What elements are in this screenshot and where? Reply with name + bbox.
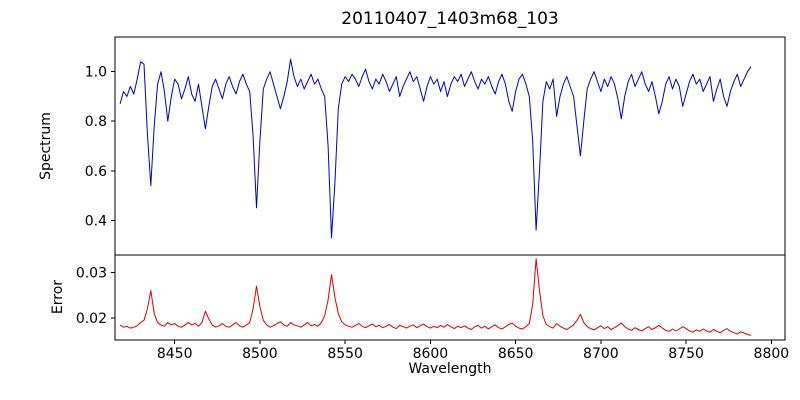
x-tick-label: 8750 (668, 346, 704, 362)
x-tick-label: 8550 (327, 346, 363, 362)
error-axes-frame (114, 254, 786, 341)
spectrum-y-tick-label: 0.4 (85, 213, 107, 229)
x-tick-label: 8700 (583, 346, 619, 362)
x-tick-label: 8600 (413, 346, 449, 362)
x-tick-label: 8650 (498, 346, 534, 362)
x-tick-label: 8800 (754, 346, 790, 362)
chart-title: 20110407_1403m68_103 (341, 9, 559, 29)
spectrum-axes-frame (114, 36, 786, 256)
spectrum-y-tick-label: 0.6 (85, 164, 107, 180)
x-tick-label: 8500 (242, 346, 278, 362)
spectrum-y-tick-label: 1.0 (85, 65, 107, 81)
x-tick-label: 8450 (157, 346, 193, 362)
error-line (119, 258, 752, 336)
error-y-tick-label: 0.02 (76, 311, 107, 327)
error-y-tick-label: 0.03 (76, 265, 107, 281)
wavelength-axis-label: Wavelength (408, 361, 492, 377)
spectrum-line (119, 58, 752, 239)
spectrum-y-tick-label: 0.8 (85, 114, 107, 130)
